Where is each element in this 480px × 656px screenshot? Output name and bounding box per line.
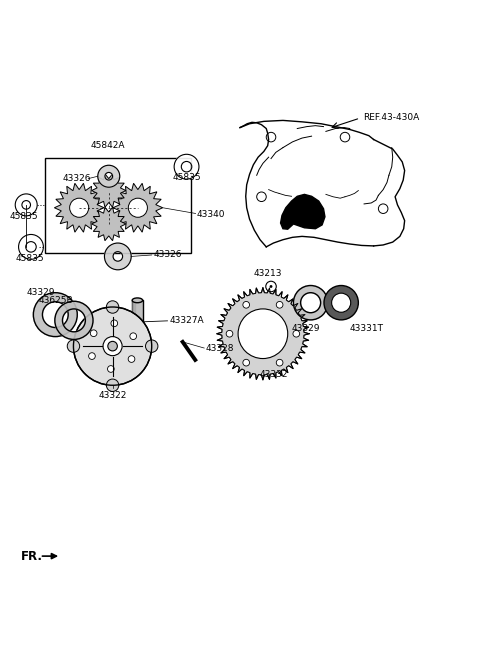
Circle shape (73, 307, 152, 385)
Circle shape (89, 353, 96, 359)
Circle shape (257, 192, 266, 201)
Polygon shape (92, 174, 126, 207)
Circle shape (276, 302, 283, 308)
Circle shape (270, 285, 273, 288)
Circle shape (70, 198, 89, 217)
Text: 43625B: 43625B (39, 296, 73, 305)
Wedge shape (293, 285, 328, 320)
Circle shape (243, 302, 250, 308)
Polygon shape (216, 287, 309, 380)
Text: 45835: 45835 (10, 211, 38, 220)
Ellipse shape (132, 298, 143, 302)
Wedge shape (34, 293, 77, 337)
Circle shape (266, 133, 276, 142)
Text: FR.: FR. (21, 550, 42, 563)
Text: 43326: 43326 (62, 174, 91, 183)
Circle shape (103, 337, 122, 356)
Text: 43332: 43332 (260, 370, 288, 379)
Text: 43331T: 43331T (350, 324, 384, 333)
Text: 45835: 45835 (172, 173, 201, 182)
FancyBboxPatch shape (45, 158, 191, 253)
Text: 43340: 43340 (197, 210, 226, 219)
Circle shape (293, 331, 300, 337)
Wedge shape (15, 194, 37, 216)
Text: 43213: 43213 (253, 270, 282, 278)
Circle shape (332, 293, 351, 312)
Circle shape (128, 198, 147, 217)
Polygon shape (54, 183, 104, 232)
Text: 43328: 43328 (205, 344, 234, 352)
FancyArrowPatch shape (42, 554, 56, 559)
Circle shape (107, 379, 119, 392)
Circle shape (108, 341, 117, 351)
Polygon shape (281, 194, 325, 229)
Wedge shape (222, 293, 304, 375)
Wedge shape (174, 154, 199, 179)
Circle shape (324, 285, 359, 320)
Text: 43322: 43322 (98, 391, 127, 400)
Circle shape (128, 356, 135, 362)
Text: 45842A: 45842A (90, 141, 125, 150)
Circle shape (145, 340, 158, 352)
Circle shape (238, 309, 288, 359)
Circle shape (340, 133, 350, 142)
Circle shape (90, 330, 97, 337)
Wedge shape (55, 301, 93, 339)
Circle shape (276, 359, 283, 366)
Circle shape (108, 365, 114, 373)
Text: REF.43-430A: REF.43-430A (363, 113, 419, 122)
FancyBboxPatch shape (132, 300, 143, 343)
Circle shape (67, 340, 80, 352)
Wedge shape (98, 165, 120, 187)
Circle shape (111, 320, 118, 327)
Text: 43327A: 43327A (169, 316, 204, 325)
Circle shape (378, 204, 388, 213)
Circle shape (243, 359, 250, 366)
Polygon shape (113, 183, 163, 232)
Text: 43326: 43326 (153, 251, 181, 260)
Wedge shape (19, 234, 43, 259)
Text: 45835: 45835 (16, 254, 44, 262)
Circle shape (130, 333, 137, 340)
Wedge shape (105, 243, 131, 270)
Ellipse shape (132, 341, 143, 346)
Circle shape (107, 301, 119, 313)
Text: 43329: 43329 (26, 287, 55, 297)
Text: 43329: 43329 (292, 324, 320, 333)
Polygon shape (92, 207, 126, 241)
Circle shape (226, 331, 233, 337)
Circle shape (266, 281, 276, 292)
